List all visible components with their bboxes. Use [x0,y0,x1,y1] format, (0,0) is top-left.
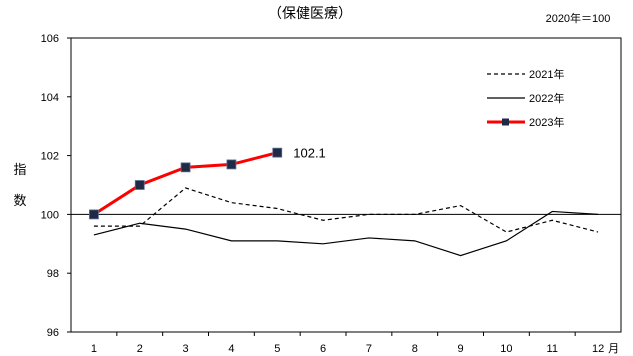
y-tick-label-102: 102 [41,151,59,163]
legend-marker-2023年 [502,118,509,126]
legend-label-2021年: 2021年 [529,67,564,81]
y-tick-label-106: 106 [41,33,59,45]
base-year-note: 2020年＝100 [546,11,611,25]
y-tick-label-100: 100 [41,209,59,221]
legend-label-2022年: 2022年 [529,91,564,105]
series-point-2023年-1 [89,209,99,220]
y-tick-label-98: 98 [47,268,59,280]
x-tick-label-5: 5 [274,343,280,355]
y-tick-label-104: 104 [41,92,59,104]
x-tick-label-1: 1 [91,343,97,355]
x-tick-label-2: 2 [137,343,143,355]
series-line-2023年 [93,151,278,216]
y-axis-label-1: 指 [13,162,26,177]
series-point-2023年-5 [272,147,283,158]
series-point-2023年-4 [226,159,237,170]
series-line-2022年 [93,210,599,257]
y-tick-label-96: 96 [47,327,59,339]
x-tick-label-8: 8 [412,343,418,355]
plot-area [70,37,622,333]
chart-title: （保健医療） [268,5,352,21]
series-line-2021年 [93,187,599,233]
x-tick-label-4: 4 [228,343,234,355]
legend-label-2023年: 2023年 [529,115,564,129]
y-axis-label-2: 数 [13,193,26,208]
x-tick-label-6: 6 [320,343,326,355]
x-tick-label-7: 7 [366,343,372,355]
x-tick-label-9: 9 [458,343,464,355]
x-axis-unit: 月 [608,343,619,355]
series-point-2023年-3 [180,162,191,173]
x-tick-label-11: 11 [547,343,558,355]
series-point-2023年-2 [134,180,145,190]
x-tick-label-12: 12 [592,343,604,355]
x-tick-label-10: 10 [500,343,512,355]
data-label-last-value: 102.1 [293,146,326,161]
x-tick-label-3: 3 [183,343,189,355]
